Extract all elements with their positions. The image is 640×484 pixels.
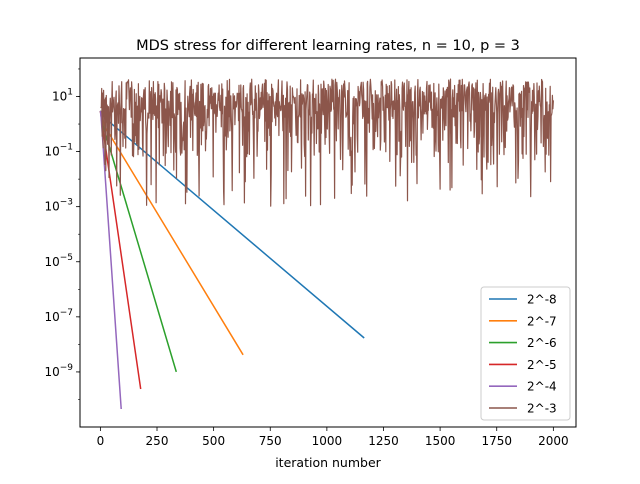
- x-tick-label: 250: [146, 434, 169, 448]
- legend-label: 2^-5: [527, 358, 557, 372]
- series-layer: [99, 78, 554, 410]
- x-tick-label: 0: [97, 434, 105, 448]
- x-tick-label: 1500: [425, 434, 456, 448]
- chart-title: MDS stress for different learning rates,…: [136, 38, 520, 54]
- x-tick-label: 1000: [312, 434, 343, 448]
- x-tick-label: 2000: [538, 434, 569, 448]
- series-line-5: [99, 110, 122, 410]
- y-tick-label: 10−5: [44, 253, 73, 269]
- x-tick-label: 500: [202, 434, 225, 448]
- legend-label: 2^-3: [527, 402, 557, 416]
- series-line-6: [100, 78, 554, 207]
- y-tick-label: 101: [52, 88, 73, 104]
- x-axis-label: iteration number: [275, 455, 381, 470]
- legend-label: 2^-7: [527, 314, 557, 328]
- y-tick-label: 10−7: [44, 308, 73, 324]
- legend-label: 2^-8: [527, 293, 557, 307]
- x-tick-label: 1250: [368, 434, 399, 448]
- y-tick-label: 10−1: [44, 143, 73, 159]
- legend-label: 2^-6: [527, 336, 557, 350]
- y-tick-label: 10−9: [44, 363, 73, 379]
- legend-box: [480, 286, 571, 421]
- plot-frame: [79, 57, 577, 428]
- y-axis: 10−9 10−7 10−5 10−3 10−1 101: [44, 68, 80, 400]
- legend: 2^-8 2^-7 2^-6 2^-5 2^-4 2^-3: [480, 286, 571, 421]
- x-axis: 0 250 500 750 1000 1250 1500 1750 2000: [97, 427, 569, 448]
- legend-label: 2^-4: [527, 380, 557, 394]
- x-tick-label: 1750: [481, 434, 512, 448]
- x-tick-label: 750: [259, 434, 282, 448]
- y-tick-label: 10−3: [44, 198, 73, 214]
